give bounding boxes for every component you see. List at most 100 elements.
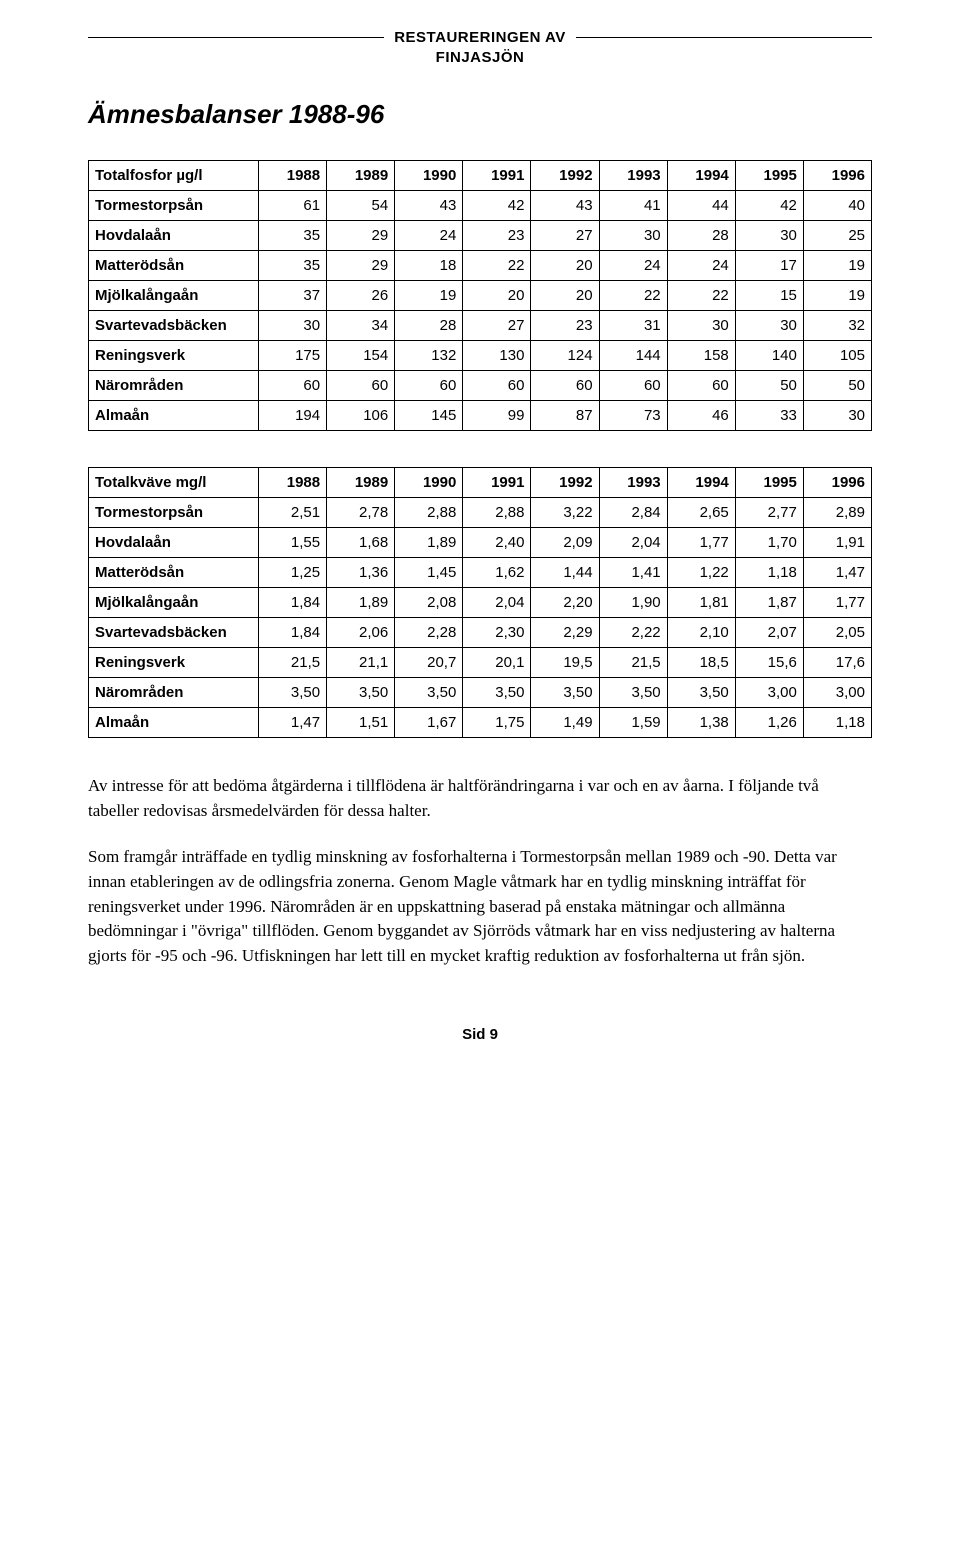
cell-value: 2,06 <box>327 618 395 648</box>
cell-value: 18,5 <box>667 648 735 678</box>
cell-value: 30 <box>599 221 667 251</box>
cell-value: 1,36 <box>327 558 395 588</box>
table-row: Hovdalaån1,551,681,892,402,092,041,771,7… <box>89 528 872 558</box>
cell-value: 2,28 <box>395 618 463 648</box>
row-label: Mjölkalångaån <box>89 588 259 618</box>
cell-value: 1,89 <box>327 588 395 618</box>
paragraph-2: Som framgår inträffade en tydlig minskni… <box>88 845 872 968</box>
cell-value: 15 <box>735 281 803 311</box>
cell-value: 1,70 <box>735 528 803 558</box>
cell-value: 2,89 <box>803 498 871 528</box>
col-year: 1994 <box>667 468 735 498</box>
cell-value: 23 <box>463 221 531 251</box>
table-row: Hovdalaån352924232730283025 <box>89 221 872 251</box>
cell-value: 20,7 <box>395 648 463 678</box>
cell-value: 3,22 <box>531 498 599 528</box>
row-label: Matterödsån <box>89 251 259 281</box>
table-row: Närområden3,503,503,503,503,503,503,503,… <box>89 678 872 708</box>
header-rule-right <box>576 37 872 38</box>
cell-value: 3,00 <box>735 678 803 708</box>
cell-value: 60 <box>259 371 327 401</box>
table-row: Almaån1,471,511,671,751,491,591,381,261,… <box>89 708 872 738</box>
cell-value: 145 <box>395 401 463 431</box>
cell-value: 54 <box>327 191 395 221</box>
cell-value: 30 <box>803 401 871 431</box>
row-label: Hovdalaån <box>89 221 259 251</box>
row-label: Almaån <box>89 708 259 738</box>
cell-value: 22 <box>667 281 735 311</box>
cell-value: 3,50 <box>395 678 463 708</box>
cell-value: 1,41 <box>599 558 667 588</box>
document-header: RESTAURERINGEN AV FINJASJÖN <box>88 28 872 67</box>
cell-value: 37 <box>259 281 327 311</box>
table-row: Matterödsån1,251,361,451,621,441,411,221… <box>89 558 872 588</box>
table-row: Tormestorpsån2,512,782,882,883,222,842,6… <box>89 498 872 528</box>
cell-value: 2,29 <box>531 618 599 648</box>
cell-value: 22 <box>599 281 667 311</box>
cell-value: 2,77 <box>735 498 803 528</box>
cell-value: 43 <box>531 191 599 221</box>
cell-value: 60 <box>463 371 531 401</box>
cell-value: 30 <box>259 311 327 341</box>
cell-value: 35 <box>259 251 327 281</box>
cell-value: 34 <box>327 311 395 341</box>
cell-value: 2,84 <box>599 498 667 528</box>
cell-value: 28 <box>667 221 735 251</box>
cell-value: 24 <box>667 251 735 281</box>
cell-value: 194 <box>259 401 327 431</box>
cell-value: 27 <box>463 311 531 341</box>
cell-value: 1,44 <box>531 558 599 588</box>
cell-value: 19 <box>395 281 463 311</box>
cell-value: 2,04 <box>599 528 667 558</box>
cell-value: 30 <box>735 221 803 251</box>
cell-value: 17,6 <box>803 648 871 678</box>
row-label: Reningsverk <box>89 341 259 371</box>
cell-value: 50 <box>735 371 803 401</box>
cell-value: 144 <box>599 341 667 371</box>
table-row: Reningsverk21,521,120,720,119,521,518,51… <box>89 648 872 678</box>
cell-value: 22 <box>463 251 531 281</box>
header-line-1: RESTAURERINGEN AV <box>88 28 872 48</box>
cell-value: 132 <box>395 341 463 371</box>
paragraph-1: Av intresse för att bedöma åtgärderna i … <box>88 774 872 823</box>
cell-value: 1,84 <box>259 618 327 648</box>
col-year: 1995 <box>735 161 803 191</box>
cell-value: 2,10 <box>667 618 735 648</box>
cell-value: 44 <box>667 191 735 221</box>
col-year: 1990 <box>395 161 463 191</box>
cell-value: 105 <box>803 341 871 371</box>
cell-value: 2,05 <box>803 618 871 648</box>
cell-value: 24 <box>599 251 667 281</box>
cell-value: 33 <box>735 401 803 431</box>
cell-value: 3,50 <box>463 678 531 708</box>
table-row: Reningsverk175154132130124144158140105 <box>89 341 872 371</box>
cell-value: 60 <box>599 371 667 401</box>
table-row: Svartevadsbäcken1,842,062,282,302,292,22… <box>89 618 872 648</box>
cell-value: 175 <box>259 341 327 371</box>
cell-value: 1,51 <box>327 708 395 738</box>
table-row: Almaån194106145998773463330 <box>89 401 872 431</box>
cell-value: 2,04 <box>463 588 531 618</box>
table-header-row: Totalkväve mg/l 1988 1989 1990 1991 1992… <box>89 468 872 498</box>
cell-value: 20 <box>531 251 599 281</box>
table-row: Mjölkalångaån372619202022221519 <box>89 281 872 311</box>
cell-value: 3,00 <box>803 678 871 708</box>
col-year: 1994 <box>667 161 735 191</box>
cell-value: 1,47 <box>259 708 327 738</box>
row-label: Almaån <box>89 401 259 431</box>
header-text-2: FINJASJÖN <box>88 48 872 68</box>
cell-value: 1,18 <box>803 708 871 738</box>
cell-value: 18 <box>395 251 463 281</box>
col-year: 1996 <box>803 468 871 498</box>
cell-value: 130 <box>463 341 531 371</box>
cell-value: 42 <box>735 191 803 221</box>
cell-value: 1,89 <box>395 528 463 558</box>
cell-value: 1,25 <box>259 558 327 588</box>
cell-value: 15,6 <box>735 648 803 678</box>
cell-value: 19 <box>803 251 871 281</box>
cell-value: 21,5 <box>259 648 327 678</box>
col-year: 1989 <box>327 468 395 498</box>
cell-value: 1,90 <box>599 588 667 618</box>
cell-value: 2,09 <box>531 528 599 558</box>
cell-value: 1,49 <box>531 708 599 738</box>
